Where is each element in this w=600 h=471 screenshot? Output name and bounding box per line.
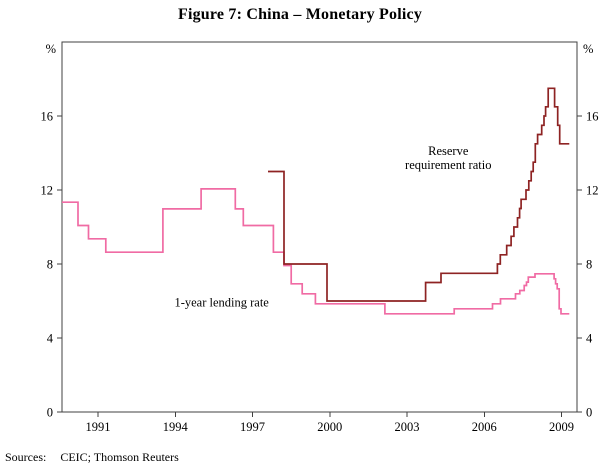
unit-label-right: % [583,42,593,56]
y-tick-label-left: 16 [41,110,54,124]
series-label-reserve: Reserve [428,144,469,158]
y-tick-label-right: 4 [586,332,593,346]
y-tick-label-left: 0 [47,406,53,420]
x-tick-label: 2009 [549,420,574,434]
x-tick-label: 2000 [317,420,342,434]
sources-text: CEIC; Thomson Reuters [60,450,179,464]
series-line-reserve-requirement-ratio [268,87,570,302]
sources-label: Sources: [5,450,47,464]
series-line-1-year-lending-rate [62,188,570,315]
y-tick-label-right: 12 [586,184,599,198]
chart-title: Figure 7: China – Monetary Policy [177,6,423,23]
plot-border [61,41,578,413]
x-tick-label: 2006 [472,420,497,434]
x-tick-label: 2003 [395,420,420,434]
unit-label-left: % [46,42,56,56]
y-tick-label-right: 16 [586,110,599,124]
x-tick-label: 1994 [163,420,189,434]
y-tick-label-left: 4 [47,332,54,346]
y-tick-label-right: 8 [586,258,592,272]
x-tick-label: 1997 [240,420,265,434]
y-tick-label-right: 0 [586,406,592,420]
y-tick-label-left: 12 [41,184,54,198]
series-label-requirement-ratio: requirement ratio [405,158,491,172]
series-label-1-year-lending-rate: 1-year lending rate [174,296,269,310]
y-tick-label-left: 8 [47,258,53,272]
sources-line: Sources: CEIC; Thomson Reuters [5,450,179,465]
x-tick-label: 1991 [86,420,111,434]
